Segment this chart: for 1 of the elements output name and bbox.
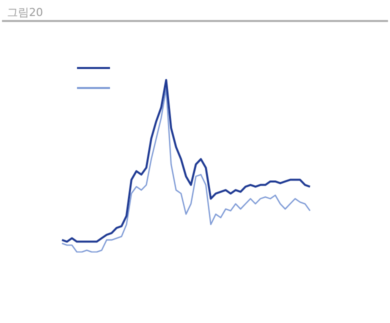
chart-title: 그림20: [7, 6, 43, 19]
